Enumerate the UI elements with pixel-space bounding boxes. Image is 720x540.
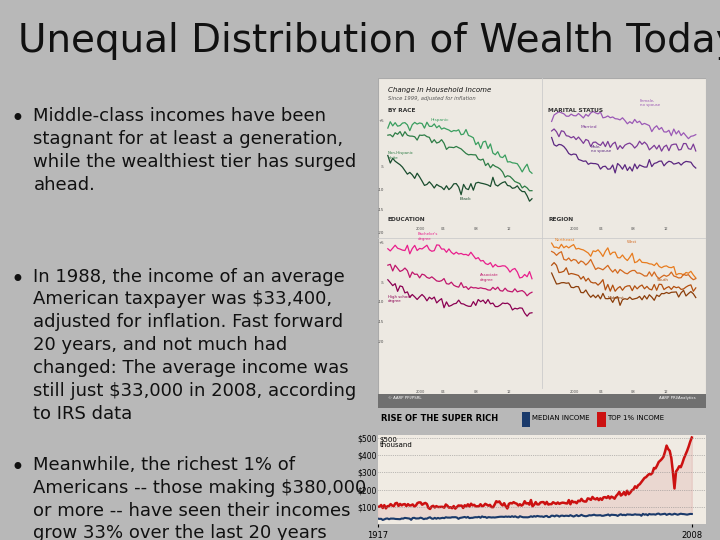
Text: -15: -15 <box>378 320 384 324</box>
Text: 08: 08 <box>474 227 479 231</box>
Text: -5: -5 <box>381 165 384 169</box>
Text: Hispanic: Hispanic <box>431 118 449 122</box>
Bar <box>522 413 531 427</box>
Text: TOP 1% INCOME: TOP 1% INCOME <box>607 415 665 421</box>
Text: Change In Household Income: Change In Household Income <box>388 86 491 92</box>
Text: 12: 12 <box>507 227 511 231</box>
Text: •: • <box>11 456 24 480</box>
Text: 08: 08 <box>474 390 479 394</box>
Text: EDUCATION: EDUCATION <box>388 217 426 221</box>
Text: REGION: REGION <box>549 217 573 221</box>
Text: -10: -10 <box>378 300 384 305</box>
Text: MARITAL STATUS: MARITAL STATUS <box>549 108 603 113</box>
Text: West: West <box>627 240 637 244</box>
Text: 2000: 2000 <box>570 227 580 231</box>
Text: -5: -5 <box>381 280 384 285</box>
Text: 08: 08 <box>631 227 636 231</box>
Text: $500: $500 <box>379 437 397 443</box>
Text: Since 1999, adjusted for inflation: Since 1999, adjusted for inflation <box>388 97 476 102</box>
Text: 04: 04 <box>441 390 446 394</box>
Text: •: • <box>11 267 24 292</box>
Text: AARP PRI/Analytics: AARP PRI/Analytics <box>659 396 696 400</box>
Text: MEDIAN INCOME: MEDIAN INCOME <box>532 415 590 421</box>
Text: 12: 12 <box>507 390 511 394</box>
Bar <box>598 413 606 427</box>
Text: 2000: 2000 <box>570 390 580 394</box>
Text: -10: -10 <box>378 188 384 192</box>
Text: •: • <box>11 107 24 131</box>
Text: Meanwhile, the richest 1% of
Americans -- those making $380,000
or more -- have : Meanwhile, the richest 1% of Americans -… <box>33 456 366 540</box>
Text: +5: +5 <box>379 241 384 245</box>
Text: -20: -20 <box>378 231 384 235</box>
Text: BY RACE: BY RACE <box>388 108 415 113</box>
Text: Non-Hispanic
white: Non-Hispanic white <box>388 151 414 160</box>
Text: 04: 04 <box>441 227 446 231</box>
Text: High school
degree: High school degree <box>388 295 411 303</box>
Text: Married: Married <box>581 125 598 129</box>
Text: Black: Black <box>460 197 472 201</box>
Text: -20: -20 <box>378 340 384 344</box>
Text: 2000: 2000 <box>416 390 426 394</box>
Text: © AARP PPI/PSRL: © AARP PPI/PSRL <box>388 396 421 400</box>
Text: Northeast: Northeast <box>555 238 575 242</box>
FancyBboxPatch shape <box>378 78 706 408</box>
Text: RISE OF THE SUPER RICH: RISE OF THE SUPER RICH <box>382 414 498 423</box>
Text: 12: 12 <box>664 227 669 231</box>
Text: South: South <box>657 278 668 282</box>
Text: Unequal Distribution of Wealth Today: Unequal Distribution of Wealth Today <box>18 22 720 60</box>
Text: 12: 12 <box>664 390 669 394</box>
Text: Associate
degree: Associate degree <box>480 273 498 282</box>
Text: +5: +5 <box>379 119 384 123</box>
Text: 2000: 2000 <box>416 227 426 231</box>
FancyBboxPatch shape <box>378 394 706 408</box>
Text: In 1988, the income of an average
American taxpayer was $33,400,
adjusted for in: In 1988, the income of an average Americ… <box>33 267 356 423</box>
Text: 08: 08 <box>631 390 636 394</box>
Text: Male,
no spouse: Male, no spouse <box>591 145 611 153</box>
Text: Middle-class incomes have been
stagnant for at least a generation,
while the wea: Middle-class incomes have been stagnant … <box>33 107 356 194</box>
Text: thousand: thousand <box>379 442 413 448</box>
Text: -15: -15 <box>378 208 384 212</box>
Text: Bachelor's
degree: Bachelor's degree <box>418 232 438 241</box>
Text: Female,
no spouse: Female, no spouse <box>640 99 660 107</box>
Text: Midwest: Midwest <box>608 296 624 300</box>
Text: 04: 04 <box>598 390 603 394</box>
Text: 04: 04 <box>598 227 603 231</box>
